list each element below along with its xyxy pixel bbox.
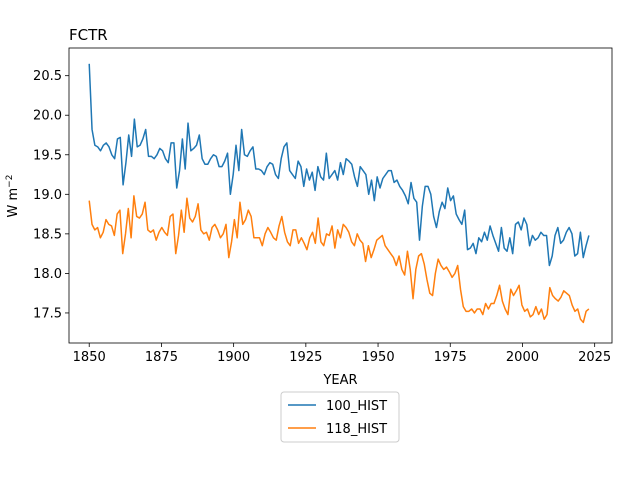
x-tick-label: 1850 bbox=[73, 350, 106, 365]
y-tick-label: 20.5 bbox=[33, 69, 62, 84]
y-tick-label: 17.5 bbox=[33, 306, 62, 321]
y-axis-ticks: 17.5 18.0 18.5 19.0 19.5 20.0 20.5 bbox=[33, 69, 69, 321]
series-line-118-hist bbox=[88, 195, 590, 324]
x-tick-label: 2000 bbox=[506, 350, 539, 365]
x-tick-label: 1900 bbox=[217, 350, 250, 365]
y-axis-label-unit: W m bbox=[6, 188, 21, 218]
legend-label-100-hist: 100_HIST bbox=[326, 399, 387, 414]
x-tick-label: 1925 bbox=[289, 350, 322, 365]
x-tick-label: 1875 bbox=[145, 350, 178, 365]
legend-label-118-hist: 118_HIST bbox=[326, 422, 387, 437]
series-line-100-hist bbox=[88, 63, 590, 267]
y-axis-label-exponent: −2 bbox=[5, 175, 15, 188]
y-tick-label: 18.5 bbox=[33, 227, 62, 242]
plot-area bbox=[68, 47, 613, 344]
y-tick-label: 19.5 bbox=[33, 148, 62, 163]
y-axis-label: W m−2 bbox=[5, 175, 21, 218]
x-axis-ticks: 1850 1875 1900 1925 1950 1975 2000 2025 bbox=[73, 343, 611, 365]
y-tick-label: 19.0 bbox=[33, 188, 62, 203]
legend: 100_HIST 118_HIST bbox=[280, 391, 400, 443]
x-tick-label: 1950 bbox=[362, 350, 395, 365]
x-tick-label: 1975 bbox=[434, 350, 467, 365]
y-tick-label: 18.0 bbox=[33, 267, 62, 282]
chart-title: FCTR bbox=[69, 26, 108, 44]
y-tick-label: 20.0 bbox=[33, 109, 62, 124]
x-tick-label: 2025 bbox=[578, 350, 611, 365]
x-axis-label: YEAR bbox=[322, 373, 357, 388]
series-lines bbox=[88, 63, 590, 324]
